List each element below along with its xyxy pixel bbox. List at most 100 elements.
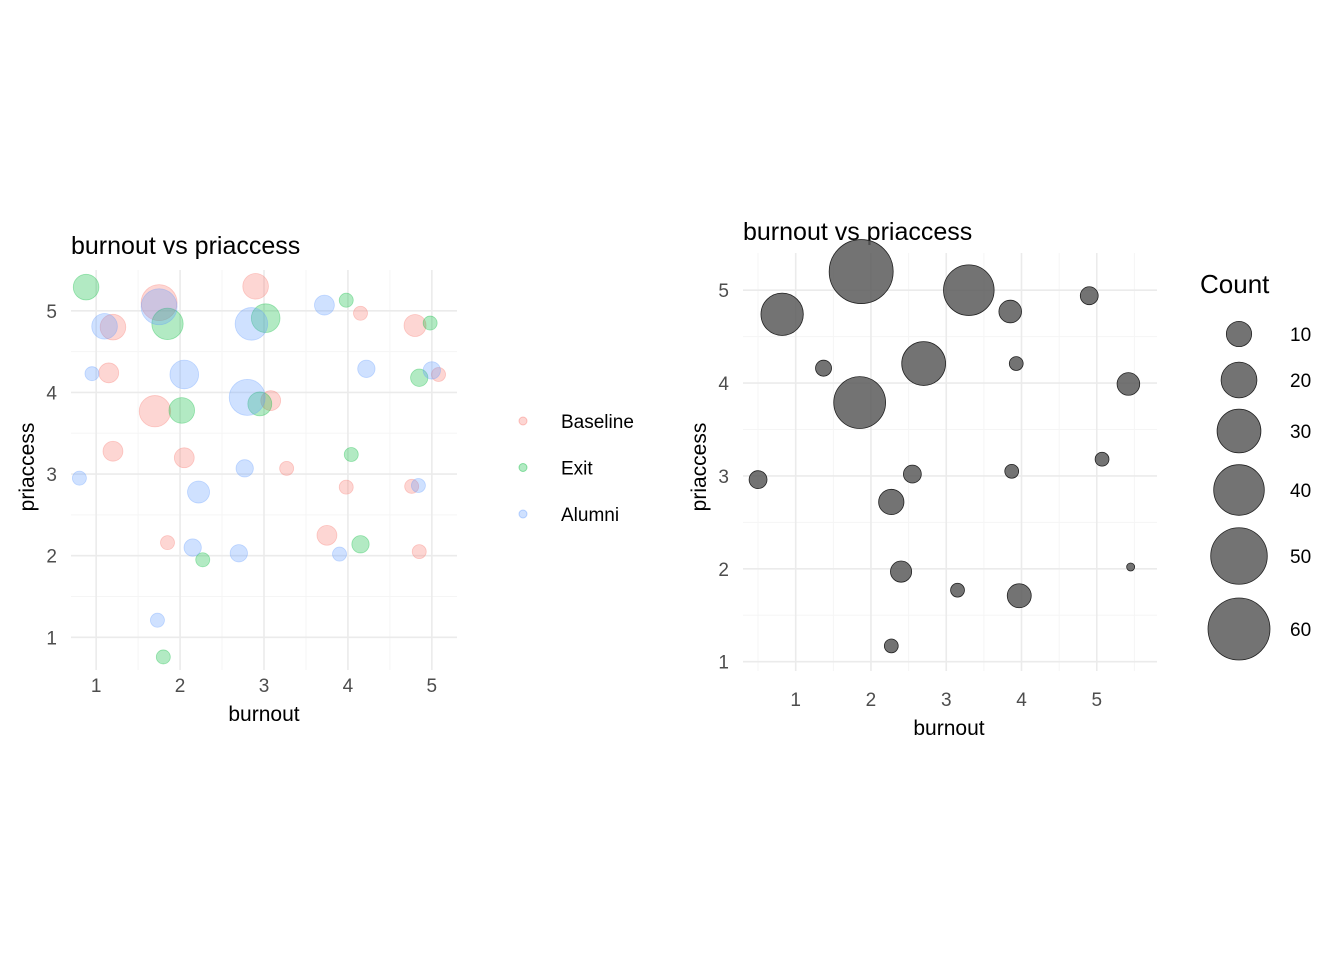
data-point bbox=[102, 440, 124, 462]
data-point bbox=[150, 612, 165, 628]
data-point bbox=[748, 470, 768, 489]
legend-label: Exit bbox=[561, 459, 593, 480]
left-chart-grid bbox=[71, 270, 457, 670]
data-point bbox=[151, 307, 184, 340]
data-point bbox=[338, 479, 354, 495]
data-point bbox=[99, 313, 127, 341]
data-point bbox=[228, 378, 266, 416]
data-point bbox=[71, 470, 87, 486]
data-point bbox=[903, 464, 922, 484]
y-tick-label: 5 bbox=[46, 302, 57, 323]
x-tick-label: 2 bbox=[175, 676, 186, 697]
x-tick-label: 3 bbox=[941, 690, 952, 711]
data-point bbox=[234, 307, 269, 341]
data-point bbox=[1004, 463, 1020, 479]
left-chart-points bbox=[71, 273, 446, 665]
right-chart-legend: 10 20 30 40 50 60 bbox=[1207, 320, 1311, 661]
data-point bbox=[316, 524, 338, 546]
legend-key bbox=[518, 416, 528, 426]
y-tick-label: 3 bbox=[46, 465, 57, 486]
data-point bbox=[828, 239, 894, 304]
data-point bbox=[195, 552, 211, 568]
right-chart-x-label: burnout bbox=[913, 717, 984, 740]
legend-key bbox=[518, 509, 528, 519]
legend-label: 20 bbox=[1290, 371, 1311, 392]
y-tick-label: 2 bbox=[718, 560, 729, 581]
right-chart-y-label: priaccess bbox=[688, 423, 711, 512]
data-point bbox=[98, 362, 120, 384]
data-point bbox=[332, 546, 347, 562]
data-point bbox=[950, 582, 965, 598]
left-chart-x-ticks: 1 2 3 4 5 bbox=[91, 676, 437, 697]
data-point bbox=[235, 459, 254, 478]
data-point bbox=[1126, 562, 1136, 572]
x-tick-label: 4 bbox=[343, 676, 354, 697]
legend-label: 10 bbox=[1290, 325, 1311, 346]
left-chart: burnout vs priaccess 1 2 3 4 5 1 2 3 4 5 burnout… bbox=[16, 232, 634, 726]
legend-label: 40 bbox=[1290, 481, 1311, 502]
legend-key bbox=[1210, 527, 1268, 585]
y-tick-label: 5 bbox=[718, 281, 729, 302]
legend-key bbox=[1213, 464, 1265, 516]
data-point bbox=[357, 359, 376, 378]
x-tick-label: 5 bbox=[1091, 690, 1102, 711]
data-point bbox=[883, 638, 899, 654]
data-point bbox=[183, 538, 202, 557]
legend-label: Baseline bbox=[561, 412, 634, 433]
legend-label: 50 bbox=[1290, 547, 1311, 568]
data-point bbox=[1006, 583, 1032, 609]
data-point bbox=[91, 313, 118, 340]
data-point bbox=[422, 361, 441, 380]
left-chart-legend: Baseline Exit Alumni bbox=[518, 412, 634, 526]
data-point bbox=[343, 447, 359, 462]
data-point bbox=[229, 544, 248, 563]
data-point bbox=[1008, 356, 1024, 371]
data-point bbox=[403, 314, 427, 337]
x-tick-label: 1 bbox=[91, 676, 102, 697]
x-tick-label: 2 bbox=[866, 690, 877, 711]
y-tick-label: 4 bbox=[718, 374, 729, 395]
data-point bbox=[998, 299, 1022, 324]
right-chart-legend-title: Count bbox=[1200, 269, 1270, 299]
legend-label: Alumni bbox=[561, 505, 619, 526]
right-chart-x-ticks: 1 2 3 4 5 bbox=[790, 690, 1102, 711]
data-point bbox=[279, 460, 295, 476]
data-point bbox=[431, 367, 446, 382]
data-point bbox=[84, 366, 100, 382]
left-chart-title: burnout vs priaccess bbox=[71, 232, 300, 260]
right-chart-y-ticks: 1 2 3 4 5 bbox=[718, 281, 729, 674]
x-tick-label: 3 bbox=[259, 676, 270, 697]
legend-key bbox=[1220, 361, 1258, 399]
data-point bbox=[353, 305, 368, 321]
data-point bbox=[168, 397, 195, 424]
left-chart-x-label: burnout bbox=[228, 703, 299, 726]
data-point bbox=[351, 535, 370, 554]
right-chart-grid bbox=[743, 253, 1157, 671]
data-point bbox=[138, 395, 171, 428]
data-point bbox=[72, 273, 100, 301]
data-point bbox=[140, 284, 178, 322]
data-point bbox=[260, 390, 282, 411]
y-tick-label: 4 bbox=[46, 383, 57, 404]
left-chart-y-ticks: 1 2 3 4 5 bbox=[46, 302, 57, 650]
data-point bbox=[160, 535, 175, 551]
data-point bbox=[760, 292, 804, 336]
data-point bbox=[169, 359, 200, 390]
data-point bbox=[833, 376, 886, 429]
legend-key bbox=[1216, 408, 1262, 454]
data-point bbox=[314, 294, 335, 316]
data-point bbox=[140, 288, 178, 326]
data-point bbox=[247, 391, 273, 417]
data-point bbox=[242, 273, 269, 300]
data-point bbox=[338, 292, 354, 308]
legend-label: 30 bbox=[1290, 422, 1311, 443]
data-point bbox=[410, 368, 429, 387]
legend-key bbox=[1225, 320, 1253, 348]
data-point bbox=[890, 560, 913, 583]
data-point bbox=[815, 359, 832, 377]
data-point bbox=[404, 478, 420, 494]
y-tick-label: 1 bbox=[718, 653, 729, 674]
y-tick-label: 1 bbox=[46, 628, 57, 649]
